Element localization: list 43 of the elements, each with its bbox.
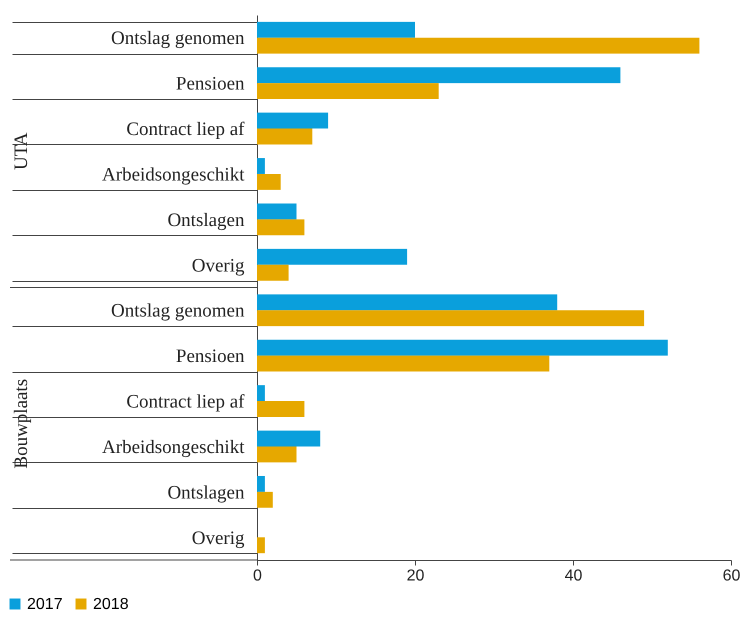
- bar: [257, 158, 265, 174]
- legend-label: 2018: [93, 596, 129, 613]
- y-tick-label: Pensioen: [176, 346, 245, 368]
- y-tick-label: Overig: [192, 528, 245, 549]
- bar: [257, 340, 668, 356]
- bar: [257, 22, 415, 38]
- bar: [257, 203, 296, 220]
- x-tick-label: 20: [406, 568, 424, 584]
- x-tick-label: 0: [253, 568, 262, 584]
- bar: [257, 537, 265, 554]
- y-tick-label: Ontslag genomen: [110, 300, 245, 322]
- y-tick-label: Ontslagen: [167, 210, 245, 231]
- bar: [257, 294, 558, 310]
- bar: [257, 401, 304, 417]
- bar: [257, 476, 265, 492]
- y-tick-label: Arbeidsongeschikt: [102, 436, 246, 458]
- y-tick-label: Ontslag genomen: [110, 28, 245, 50]
- x-tick-label: 60: [722, 568, 740, 584]
- bar: [257, 67, 620, 84]
- bar: [257, 112, 328, 129]
- bar: [257, 248, 408, 265]
- bar: [257, 128, 312, 144]
- x-tick-label: 40: [564, 568, 582, 584]
- y-tick-label: Contract liep af: [126, 392, 246, 413]
- y-tick-label: Contract liep af: [126, 119, 246, 140]
- bar: [257, 83, 439, 100]
- bar: [257, 446, 296, 462]
- y-tick-label: Arbeidsongeschikt: [102, 164, 246, 186]
- bar: [257, 174, 281, 190]
- bar: [257, 219, 304, 236]
- legend-label: 2017: [27, 596, 63, 613]
- text: Bouwplaats: [11, 378, 32, 469]
- y-tick-label: Ontslagen: [167, 482, 245, 504]
- bar: [257, 356, 550, 372]
- bar: [257, 385, 265, 402]
- bar: [257, 310, 644, 326]
- y-tick-label: Overig: [192, 255, 245, 276]
- bar: [257, 430, 320, 446]
- bar: [257, 38, 700, 54]
- bar: [257, 264, 289, 281]
- y-tick-label: Pensioen: [176, 74, 245, 95]
- bar: [257, 492, 273, 508]
- text: UTA: [11, 132, 32, 170]
